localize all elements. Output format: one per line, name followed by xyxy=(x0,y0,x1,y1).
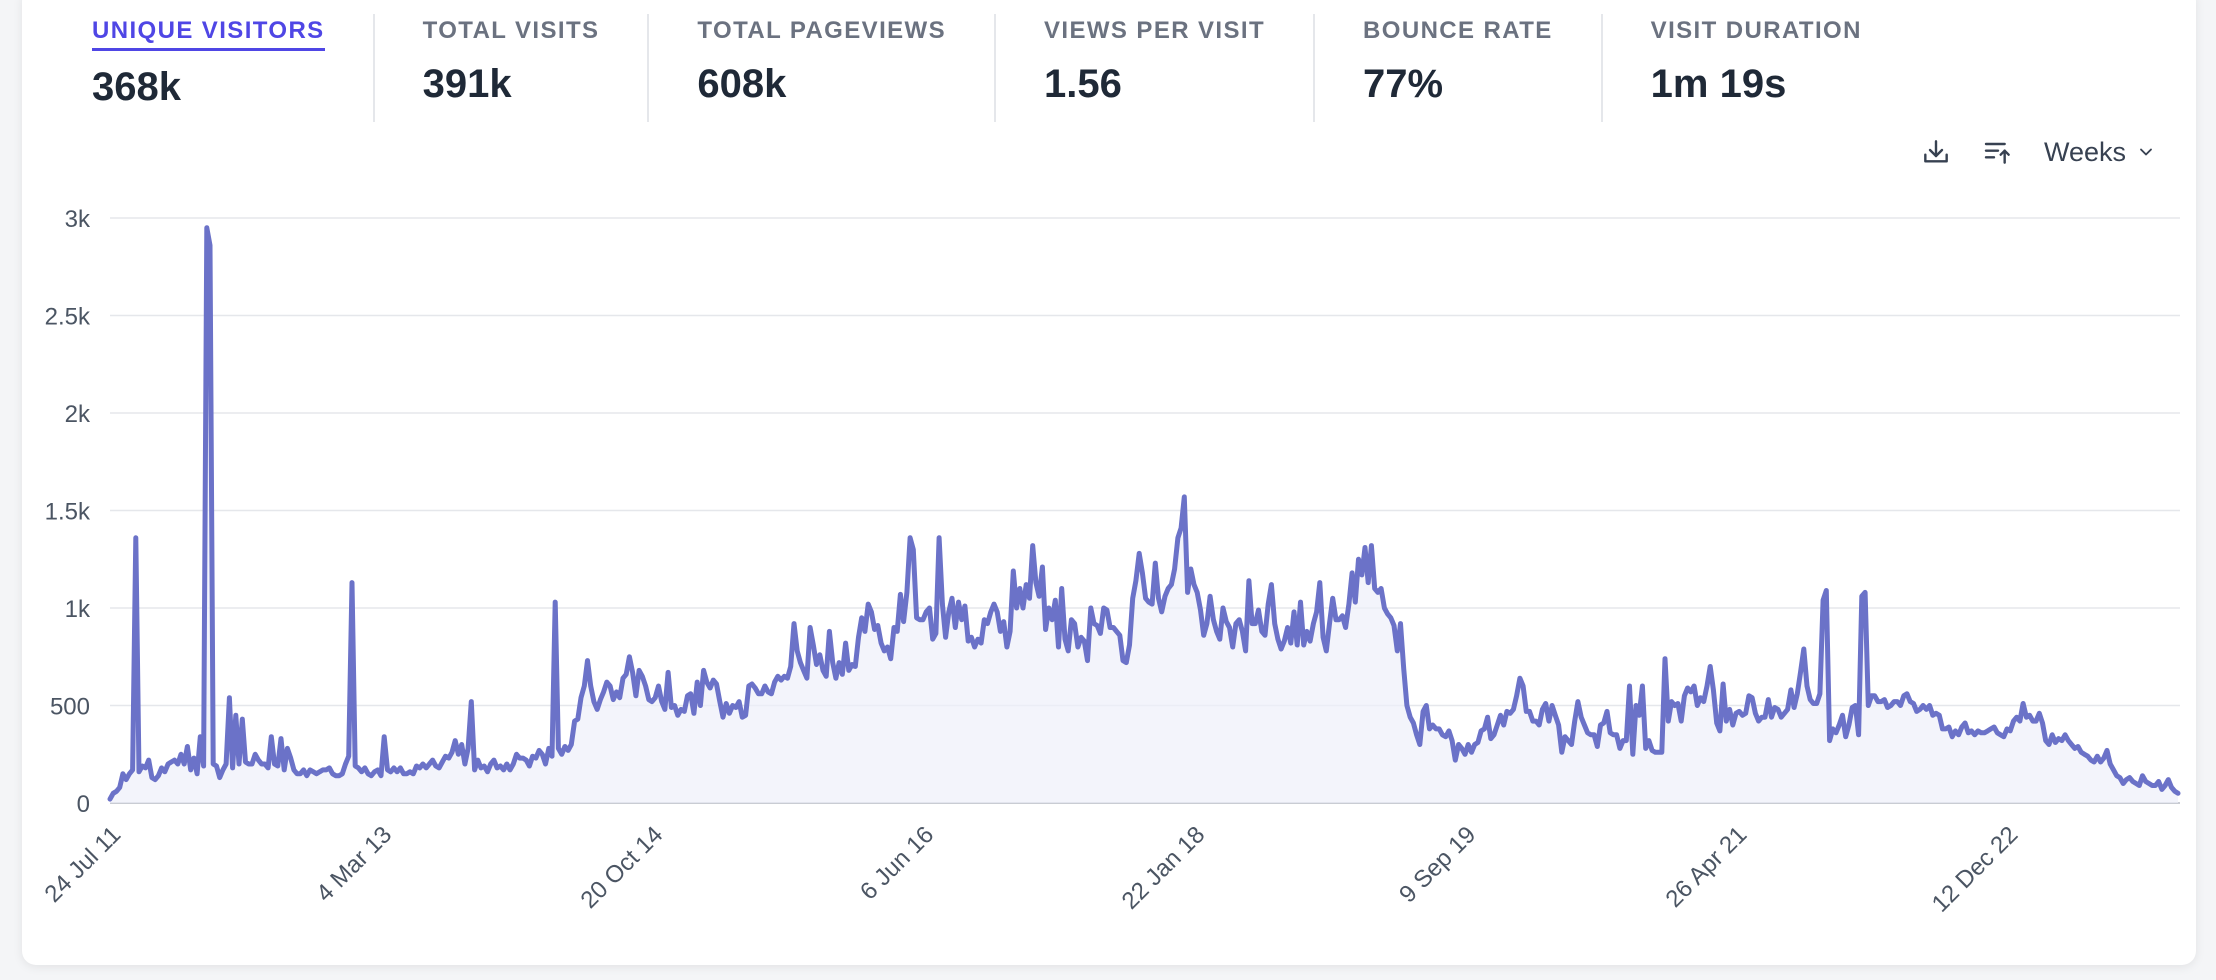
metric-value: 608k xyxy=(697,62,787,106)
metric-value: 77% xyxy=(1363,62,1444,106)
y-tick-label: 500 xyxy=(50,694,90,721)
download-icon[interactable] xyxy=(1920,136,1952,168)
metric-value: 1.56 xyxy=(1044,62,1122,106)
metric-total-pageviews[interactable]: TOTAL PAGEVIEWS 608k xyxy=(647,14,994,122)
metric-total-visits[interactable]: TOTAL VISITS 391k xyxy=(372,14,648,122)
series-line xyxy=(107,225,2181,802)
metric-label: BOUNCE RATE xyxy=(1363,17,1553,44)
analytics-card: UNIQUE VISITORS 368k TOTAL VISITS 391k T… xyxy=(22,0,2196,965)
metric-label: VISIT DURATION xyxy=(1650,17,1862,44)
metric-label: UNIQUE VISITORS xyxy=(92,14,325,51)
y-tick-label: 2k xyxy=(65,401,91,428)
metric-unique-visitors[interactable]: UNIQUE VISITORS 368k xyxy=(92,14,373,122)
x-tick-label: 22 Jan 18 xyxy=(1117,821,1211,915)
y-tick-label: 1k xyxy=(65,596,91,623)
series-area xyxy=(110,227,2178,804)
x-tick-label: 4 Mar 13 xyxy=(311,821,397,907)
y-tick-label: 1.5k xyxy=(45,499,91,526)
import-icon[interactable] xyxy=(1982,136,2014,168)
x-tick-label: 24 Jul 11 xyxy=(40,821,127,908)
y-tick-label: 0 xyxy=(77,791,90,818)
metric-views-per-visit[interactable]: VIEWS PER VISIT 1.56 xyxy=(994,14,1313,122)
metric-label: VIEWS PER VISIT xyxy=(1044,17,1266,44)
metric-visit-duration[interactable]: VISIT DURATION 1m 19s xyxy=(1600,14,1910,122)
x-tick-label: 20 Oct 14 xyxy=(576,821,669,914)
x-tick-label: 12 Dec 22 xyxy=(1927,821,2023,917)
metric-bounce-rate[interactable]: BOUNCE RATE 77% xyxy=(1313,14,1601,122)
interval-label: Weeks xyxy=(2043,136,2126,167)
metric-label: TOTAL VISITS xyxy=(422,17,600,44)
metric-value: 1m 19s xyxy=(1650,62,1787,106)
metric-value: 368k xyxy=(92,65,181,109)
interval-dropdown[interactable]: Weeks xyxy=(2044,137,2156,168)
y-tick-label: 3k xyxy=(65,206,91,233)
metric-value: 391k xyxy=(422,62,512,106)
y-tick-label: 2.5k xyxy=(45,304,91,331)
x-tick-label: 26 Apr 21 xyxy=(1661,821,1753,913)
x-tick-label: 9 Sep 19 xyxy=(1394,821,1481,908)
metric-label: TOTAL PAGEVIEWS xyxy=(697,17,946,44)
chart-controls: Weeks xyxy=(1920,136,2156,168)
x-tick-label: 6 Jun 16 xyxy=(855,821,939,905)
metrics-row: UNIQUE VISITORS 368k TOTAL VISITS 391k T… xyxy=(92,14,1910,122)
chevron-down-icon xyxy=(2140,148,2152,156)
